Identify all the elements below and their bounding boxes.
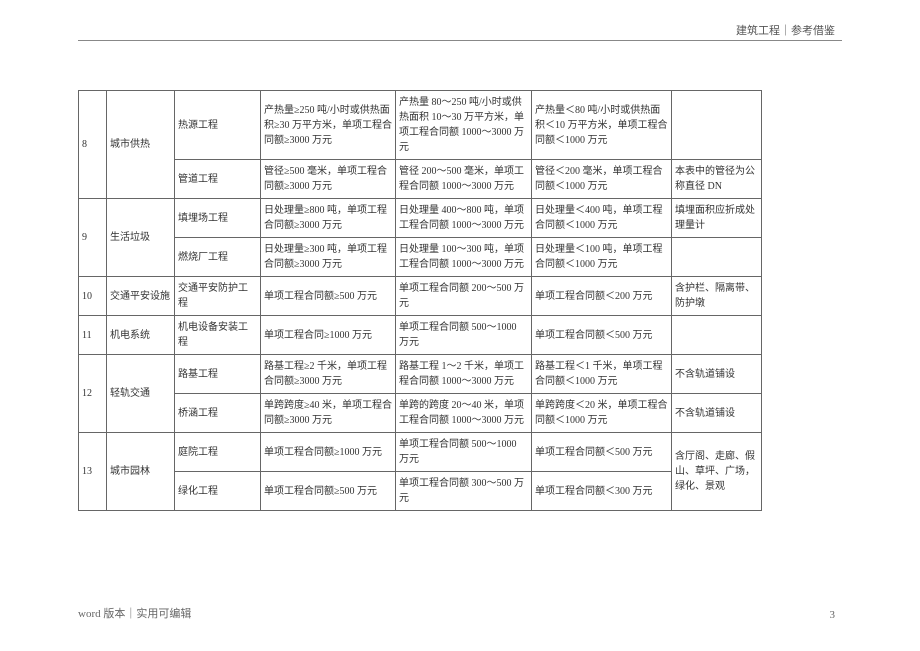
cell-c5: 日处理量＜400 吨，单项工程合同额＜1000 万元	[532, 199, 672, 238]
header-line	[78, 40, 842, 41]
cell-c3: 单跨跨度≥40 米，单项工程合同额≥3000 万元	[261, 394, 396, 433]
cell-category: 机电系统	[107, 316, 175, 355]
cell-note	[672, 316, 762, 355]
cell-c5: 单项工程合同额＜500 万元	[532, 316, 672, 355]
cell-c4: 产热量 80～250 吨/小时或供热面积 10～30 万平方米，单项工程合同额 …	[396, 91, 532, 160]
table-row: 绿化工程单项工程合同额≥500 万元单项工程合同额 300～500 万元单项工程…	[79, 472, 762, 511]
cell-c4: 日处理量 400～800 吨，单项工程合同额 1000～3000 万元	[396, 199, 532, 238]
cell-note: 含厅阁、走廊、假山、草坪、广场，绿化、景观	[672, 433, 762, 511]
cell-c3: 产热量≥250 吨/小时或供热面积≥30 万平方米，单项工程合同额≥3000 万…	[261, 91, 396, 160]
cell-subcategory: 机电设备安装工程	[175, 316, 261, 355]
cell-c3: 单项工程合同额≥500 万元	[261, 472, 396, 511]
cell-c4: 单项工程合同额 200～500 万元	[396, 277, 532, 316]
table-row: 12轻轨交通路基工程路基工程≥2 千米，单项工程合同额≥3000 万元路基工程 …	[79, 355, 762, 394]
cell-c5: 单项工程合同额＜500 万元	[532, 433, 672, 472]
header-right: 建筑工程｜参考借鉴	[736, 22, 835, 38]
table-row: 8城市供热热源工程产热量≥250 吨/小时或供热面积≥30 万平方米，单项工程合…	[79, 91, 762, 160]
cell-c4: 管径 200～500 毫米，单项工程合同额 1000～3000 万元	[396, 160, 532, 199]
cell-note: 本表中的管径为公称直径 DN	[672, 160, 762, 199]
table-row: 燃烧厂工程日处理量≥300 吨，单项工程合同额≥3000 万元日处理量 100～…	[79, 238, 762, 277]
data-table: 8城市供热热源工程产热量≥250 吨/小时或供热面积≥30 万平方米，单项工程合…	[78, 90, 762, 511]
cell-subcategory: 管道工程	[175, 160, 261, 199]
cell-c4: 日处理量 100～300 吨，单项工程合同额 1000～3000 万元	[396, 238, 532, 277]
cell-note: 不含轨道铺设	[672, 355, 762, 394]
table-row: 9生活垃圾填埋场工程日处理量≥800 吨，单项工程合同额≥3000 万元日处理量…	[79, 199, 762, 238]
cell-index: 11	[79, 316, 107, 355]
cell-note	[672, 91, 762, 160]
cell-subcategory: 燃烧厂工程	[175, 238, 261, 277]
cell-c5: 产热量＜80 吨/小时或供热面积＜10 万平方米，单项工程合同额＜1000 万元	[532, 91, 672, 160]
cell-subcategory: 热源工程	[175, 91, 261, 160]
cell-index: 9	[79, 199, 107, 277]
cell-c5: 管径＜200 毫米，单项工程合同额＜1000 万元	[532, 160, 672, 199]
cell-category: 城市供热	[107, 91, 175, 199]
cell-subcategory: 交通平安防护工程	[175, 277, 261, 316]
table-row: 桥涵工程单跨跨度≥40 米，单项工程合同额≥3000 万元单跨的跨度 20～40…	[79, 394, 762, 433]
cell-c3: 单项工程合同≥1000 万元	[261, 316, 396, 355]
cell-index: 8	[79, 91, 107, 199]
cell-subcategory: 填埋场工程	[175, 199, 261, 238]
cell-c4: 路基工程 1～2 千米，单项工程合同额 1000～3000 万元	[396, 355, 532, 394]
cell-c3: 日处理量≥300 吨，单项工程合同额≥3000 万元	[261, 238, 396, 277]
table-row: 13城市园林庭院工程单项工程合同额≥1000 万元单项工程合同额 500～100…	[79, 433, 762, 472]
cell-c5: 日处理量＜100 吨，单项工程合同额＜1000 万元	[532, 238, 672, 277]
cell-c4: 单项工程合同额 500～1000 万元	[396, 316, 532, 355]
cell-c5: 路基工程＜1 千米，单项工程合同额＜1000 万元	[532, 355, 672, 394]
cell-subcategory: 路基工程	[175, 355, 261, 394]
cell-c3: 路基工程≥2 千米，单项工程合同额≥3000 万元	[261, 355, 396, 394]
cell-subcategory: 桥涵工程	[175, 394, 261, 433]
cell-c3: 管径≥500 毫米，单项工程合同额≥3000 万元	[261, 160, 396, 199]
cell-note: 填埋面积应折成处理量计	[672, 199, 762, 238]
cell-c4: 单跨的跨度 20～40 米，单项工程合同额 1000～3000 万元	[396, 394, 532, 433]
cell-category: 交通平安设施	[107, 277, 175, 316]
cell-category: 城市园林	[107, 433, 175, 511]
cell-c3: 单项工程合同额≥1000 万元	[261, 433, 396, 472]
cell-c5: 单项工程合同额＜200 万元	[532, 277, 672, 316]
cell-c5: 单项工程合同额＜300 万元	[532, 472, 672, 511]
page-number: 3	[830, 609, 836, 621]
cell-c4: 单项工程合同额 300～500 万元	[396, 472, 532, 511]
footer-left: word 版本｜实用可编辑	[78, 605, 191, 621]
cell-category: 轻轨交通	[107, 355, 175, 433]
cell-category: 生活垃圾	[107, 199, 175, 277]
table-row: 管道工程管径≥500 毫米，单项工程合同额≥3000 万元管径 200～500 …	[79, 160, 762, 199]
table-row: 11机电系统机电设备安装工程单项工程合同≥1000 万元单项工程合同额 500～…	[79, 316, 762, 355]
cell-c3: 日处理量≥800 吨，单项工程合同额≥3000 万元	[261, 199, 396, 238]
cell-index: 13	[79, 433, 107, 511]
cell-subcategory: 绿化工程	[175, 472, 261, 511]
cell-note	[672, 238, 762, 277]
cell-index: 12	[79, 355, 107, 433]
cell-c5: 单跨跨度＜20 米，单项工程合同额＜1000 万元	[532, 394, 672, 433]
cell-note: 含护栏、隔离带、防护墩	[672, 277, 762, 316]
table-row: 10交通平安设施交通平安防护工程单项工程合同额≥500 万元单项工程合同额 20…	[79, 277, 762, 316]
cell-note: 不含轨道铺设	[672, 394, 762, 433]
cell-c4: 单项工程合同额 500～1000 万元	[396, 433, 532, 472]
cell-index: 10	[79, 277, 107, 316]
cell-c3: 单项工程合同额≥500 万元	[261, 277, 396, 316]
cell-subcategory: 庭院工程	[175, 433, 261, 472]
